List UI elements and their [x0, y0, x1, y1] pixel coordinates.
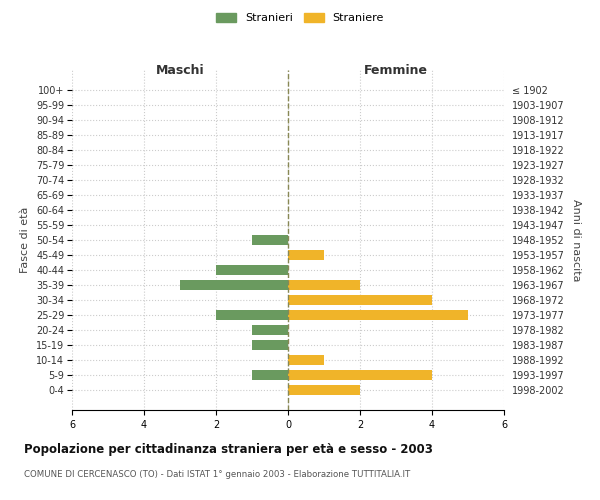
Y-axis label: Fasce di età: Fasce di età — [20, 207, 31, 273]
Bar — [252, 340, 288, 349]
Bar — [288, 355, 324, 364]
Bar — [288, 280, 360, 290]
Bar — [252, 370, 288, 380]
Bar — [288, 385, 360, 394]
Text: COMUNE DI CERCENASCO (TO) - Dati ISTAT 1° gennaio 2003 - Elaborazione TUTTITALIA: COMUNE DI CERCENASCO (TO) - Dati ISTAT 1… — [24, 470, 410, 479]
Bar — [216, 310, 288, 320]
Text: Femmine: Femmine — [364, 64, 428, 77]
Legend: Stranieri, Straniere: Stranieri, Straniere — [211, 8, 389, 28]
Y-axis label: Anni di nascita: Anni di nascita — [571, 198, 581, 281]
Bar — [288, 250, 324, 260]
Text: Maschi: Maschi — [155, 64, 205, 77]
Text: Popolazione per cittadinanza straniera per età e sesso - 2003: Popolazione per cittadinanza straniera p… — [24, 442, 433, 456]
Bar — [252, 235, 288, 245]
Bar — [288, 295, 432, 304]
Bar — [288, 370, 432, 380]
Bar — [216, 265, 288, 275]
Bar — [180, 280, 288, 290]
Bar — [252, 325, 288, 334]
Bar — [288, 310, 468, 320]
